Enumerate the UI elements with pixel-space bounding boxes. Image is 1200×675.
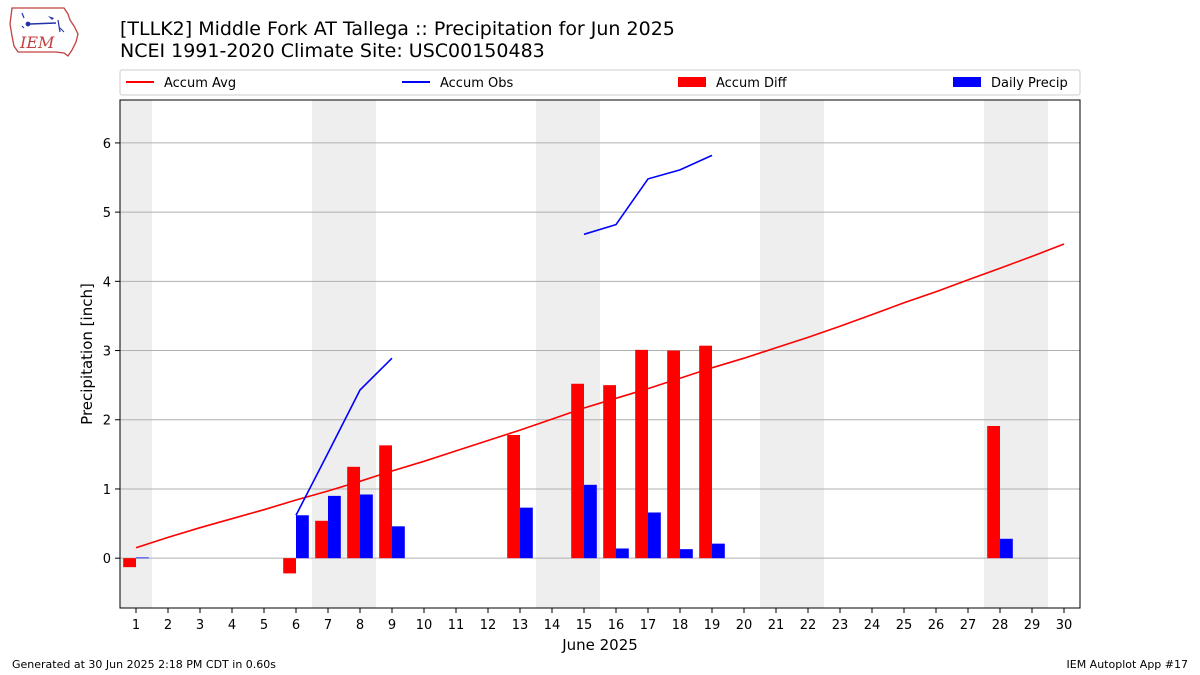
- iem-logo: IEM: [9, 7, 79, 57]
- x-tick-label-12: 12: [480, 618, 497, 633]
- x-tick-label-9: 9: [388, 618, 396, 633]
- accum-diff-bar-day-13: [507, 434, 520, 559]
- x-tick-label-22: 22: [800, 618, 817, 633]
- daily-precip-bar-day-6: [296, 515, 309, 559]
- x-tick-label-7: 7: [324, 618, 332, 633]
- x-tick-label-11: 11: [448, 618, 465, 633]
- x-tick-label-24: 24: [864, 618, 881, 633]
- daily-precip-bars: [136, 484, 1013, 559]
- weekend-shading: [120, 100, 1048, 608]
- x-tick-label-8: 8: [356, 618, 364, 633]
- x-tick-label-25: 25: [896, 618, 913, 633]
- accum-diff-bar-day-17: [635, 349, 648, 559]
- chart-subtitle: NCEI 1991-2020 Climate Site: USC00150483: [120, 40, 545, 62]
- daily-precip-bar-day-19: [712, 543, 725, 559]
- x-tick-label-15: 15: [576, 618, 593, 633]
- daily-precip-bar-day-9: [392, 526, 405, 559]
- x-tick-label-13: 13: [512, 618, 529, 633]
- x-tick-label-14: 14: [544, 618, 561, 633]
- y-tick-label-2: 2: [103, 414, 111, 429]
- x-tick-label-28: 28: [992, 618, 1009, 633]
- gridlines: [120, 142, 1080, 559]
- y-tick-label-5: 5: [103, 206, 111, 221]
- y-tick-label-6: 6: [103, 137, 111, 152]
- x-tick-label-26: 26: [928, 618, 945, 633]
- weekend-band-3: [760, 100, 824, 608]
- accum-avg-line-segment-0: [135, 243, 1065, 549]
- legend-accum-diff: Accum Diff: [716, 76, 788, 91]
- plot-frame: [119, 99, 1081, 609]
- legend: Accum Avg Accum Obs Accum Diff Daily Pre…: [119, 69, 1081, 96]
- accum-diff-bar-day-19: [699, 345, 712, 559]
- weekend-band-4: [984, 100, 1048, 608]
- x-tick-label-17: 17: [640, 618, 657, 633]
- x-tick-label-19: 19: [704, 618, 721, 633]
- x-tick-label-18: 18: [672, 618, 689, 633]
- accum-obs-line-segment-1: [583, 154, 713, 236]
- y-tick-label-3: 3: [103, 345, 111, 360]
- x-tick-label-27: 27: [960, 618, 977, 633]
- accum-diff-bar-day-9: [379, 445, 392, 559]
- accum-diff-bar-day-6: [283, 558, 296, 574]
- accum-diff-bar-day-8: [347, 466, 360, 559]
- accum-diff-bars: [123, 345, 1000, 574]
- x-tick-label-1: 1: [132, 618, 140, 633]
- y-axis-label: Precipitation [inch]: [78, 283, 96, 425]
- daily-precip-bar-day-17: [648, 512, 661, 559]
- legend-daily-precip: Daily Precip: [991, 76, 1068, 91]
- accum-diff-bar-day-16: [603, 385, 616, 559]
- legend-accum-avg: Accum Avg: [164, 76, 236, 91]
- series-lines: [135, 154, 1065, 549]
- x-tick-label-20: 20: [736, 618, 753, 633]
- chart-title: [TLLK2] Middle Fork AT Tallega :: Precip…: [120, 18, 675, 40]
- weekend-band-0: [120, 100, 152, 608]
- legend-accum-obs: Accum Obs: [440, 76, 513, 91]
- accum-obs-line-segment-0: [295, 357, 393, 516]
- daily-precip-bar-day-15: [584, 484, 597, 559]
- accum-diff-bar-day-7: [315, 520, 328, 559]
- x-axis-label: June 2025: [561, 636, 638, 654]
- x-tick-label-2: 2: [164, 618, 172, 633]
- weekend-band-1: [312, 100, 376, 608]
- legend-daily-precip-marker: [953, 77, 981, 87]
- x-tick-label-29: 29: [1024, 618, 1041, 633]
- app-note: IEM Autoplot App #17: [1066, 658, 1189, 671]
- x-tick-label-6: 6: [292, 618, 300, 633]
- x-tick-label-4: 4: [228, 618, 236, 633]
- accum-diff-bar-day-18: [667, 350, 680, 559]
- y-axis-ticks: 0 1 2 3 4 5 6: [103, 137, 120, 567]
- x-tick-label-10: 10: [416, 618, 433, 633]
- daily-precip-bar-day-18: [680, 549, 693, 559]
- accum-diff-bar-day-28: [987, 425, 1000, 559]
- daily-precip-bar-day-7: [328, 495, 341, 559]
- daily-precip-bar-day-8: [360, 494, 373, 559]
- x-axis-ticks: 1 2 3 4 5 6 7 8 9 10 11 12 13 14 15 16 17 18 19 20 21 22 23 24 2…: [132, 608, 1072, 633]
- y-tick-label-0: 0: [103, 552, 111, 567]
- y-tick-label-1: 1: [103, 483, 111, 498]
- legend-box: [119, 69, 1081, 96]
- daily-precip-bar-day-16: [616, 548, 629, 559]
- x-tick-label-21: 21: [768, 618, 785, 633]
- x-tick-label-30: 30: [1056, 618, 1073, 633]
- y-tick-label-4: 4: [103, 275, 111, 290]
- x-tick-label-5: 5: [260, 618, 268, 633]
- legend-accum-diff-marker: [678, 77, 706, 87]
- daily-precip-bar-day-28: [1000, 538, 1013, 559]
- x-tick-label-3: 3: [196, 618, 204, 633]
- daily-precip-bar-day-1: [136, 557, 149, 559]
- accum-diff-bar-day-1: [123, 558, 136, 568]
- x-tick-label-23: 23: [832, 618, 849, 633]
- daily-precip-bar-day-13: [520, 507, 533, 559]
- logo-text: IEM: [19, 33, 55, 52]
- accum-diff-bar-day-15: [571, 383, 584, 559]
- generated-note: Generated at 30 Jun 2025 2:18 PM CDT in …: [12, 658, 277, 671]
- weekend-band-2: [536, 100, 600, 608]
- x-tick-label-16: 16: [608, 618, 625, 633]
